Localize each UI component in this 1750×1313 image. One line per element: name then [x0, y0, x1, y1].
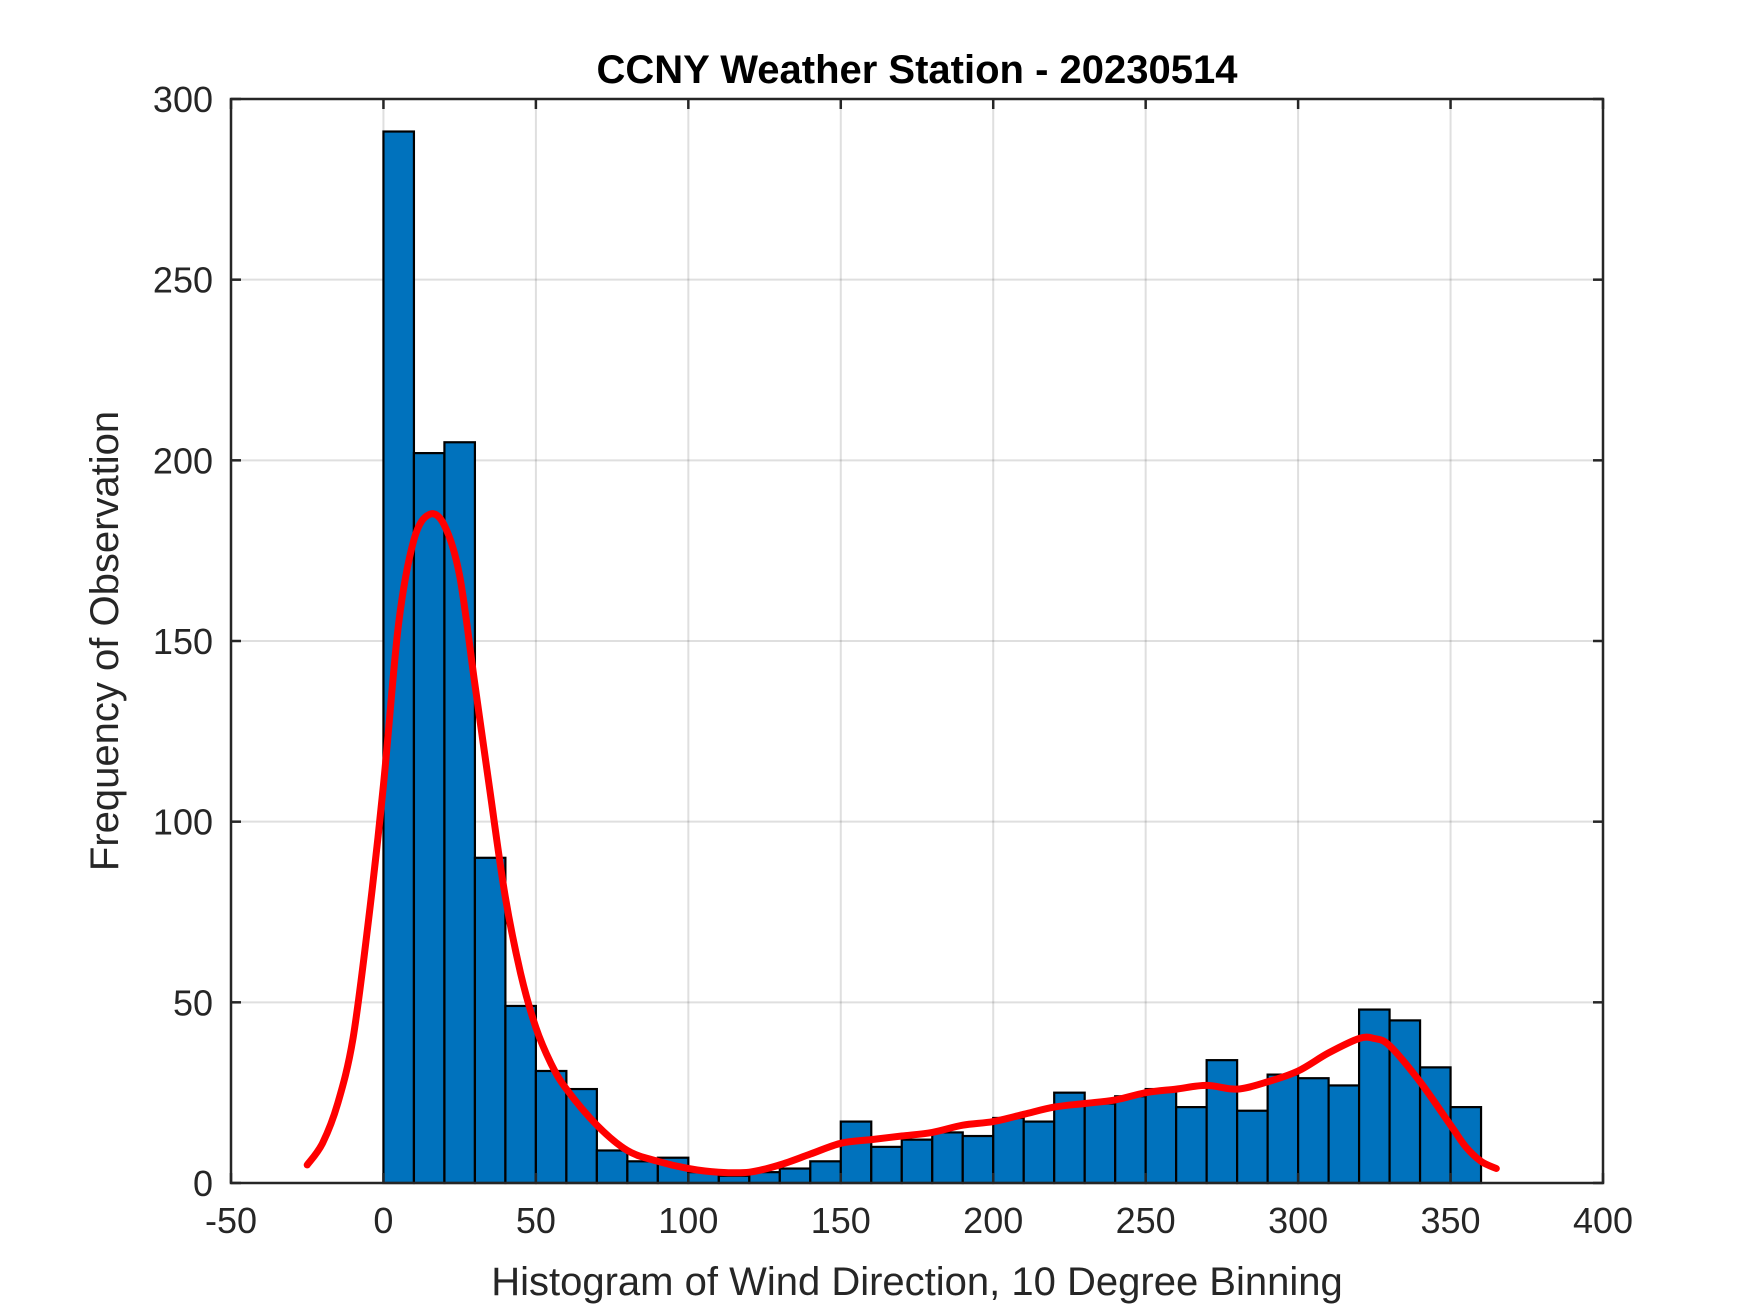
histogram-bar — [839, 1120, 873, 1185]
histogram-bar — [1297, 1077, 1330, 1185]
y-tick-label: 100 — [153, 802, 213, 843]
y-tick-labels: 0 50 100 150 200 250 300 — [153, 79, 213, 1204]
histogram-bar — [382, 130, 416, 1185]
histogram-bar — [1266, 1073, 1300, 1185]
x-tick-label: 150 — [811, 1200, 871, 1241]
y-tick-label: 300 — [153, 79, 213, 120]
x-tick-label: 200 — [963, 1200, 1023, 1241]
y-axis-label: Frequency of Observation — [83, 411, 127, 871]
y-tick-label: 200 — [153, 440, 213, 481]
x-axis-label: Histogram of Wind Direction, 10 Degree B… — [491, 1260, 1343, 1304]
histogram-bar — [1388, 1019, 1422, 1185]
x-tick-label: 350 — [1421, 1200, 1481, 1241]
y-tick-label: 150 — [153, 621, 213, 662]
histogram-bar — [809, 1160, 842, 1185]
density-curve — [303, 510, 1500, 1177]
histogram-bar — [1083, 1102, 1117, 1185]
axes-frame — [229, 97, 1605, 1185]
y-tick-label: 250 — [153, 260, 213, 301]
x-tick-label: 250 — [1116, 1200, 1176, 1241]
y-tick-label: 0 — [193, 1163, 213, 1204]
histogram-bar — [412, 452, 446, 1185]
histogram-bar — [504, 1004, 537, 1185]
histogram-bar — [626, 1160, 659, 1185]
histogram-bar — [1114, 1095, 1147, 1185]
chart-title: CCNY Weather Station - 20230514 — [597, 48, 1239, 92]
histogram-bar — [900, 1138, 934, 1185]
histogram-bar — [1175, 1106, 1208, 1185]
x-tick-label: -50 — [205, 1200, 257, 1241]
x-tick-label: 0 — [373, 1200, 393, 1241]
histogram-bar — [1022, 1120, 1056, 1185]
histogram-bar — [595, 1149, 629, 1185]
grid-lines — [231, 99, 1603, 1183]
histogram-bar — [778, 1167, 812, 1185]
y-tick-label: 50 — [173, 982, 213, 1023]
histogram-bar — [473, 856, 507, 1185]
histogram-bar — [1144, 1087, 1178, 1185]
histogram-bar — [1327, 1084, 1361, 1185]
x-tick-label: 300 — [1268, 1200, 1328, 1241]
x-tick-label: 100 — [658, 1200, 718, 1241]
x-tick-label: 50 — [516, 1200, 556, 1241]
histogram-bar — [870, 1145, 903, 1185]
histogram-bar — [992, 1116, 1025, 1185]
histogram-bar — [1205, 1059, 1239, 1185]
histogram-bar — [443, 441, 477, 1185]
x-tick-labels: -50 0 50 100 150 200 250 300 350 400 — [205, 1200, 1633, 1241]
histogram-bar — [961, 1134, 995, 1185]
x-tick-label: 400 — [1573, 1200, 1633, 1241]
density-curve-line — [303, 510, 1500, 1177]
histogram-bar — [1236, 1109, 1269, 1185]
histogram-bar — [931, 1131, 964, 1185]
